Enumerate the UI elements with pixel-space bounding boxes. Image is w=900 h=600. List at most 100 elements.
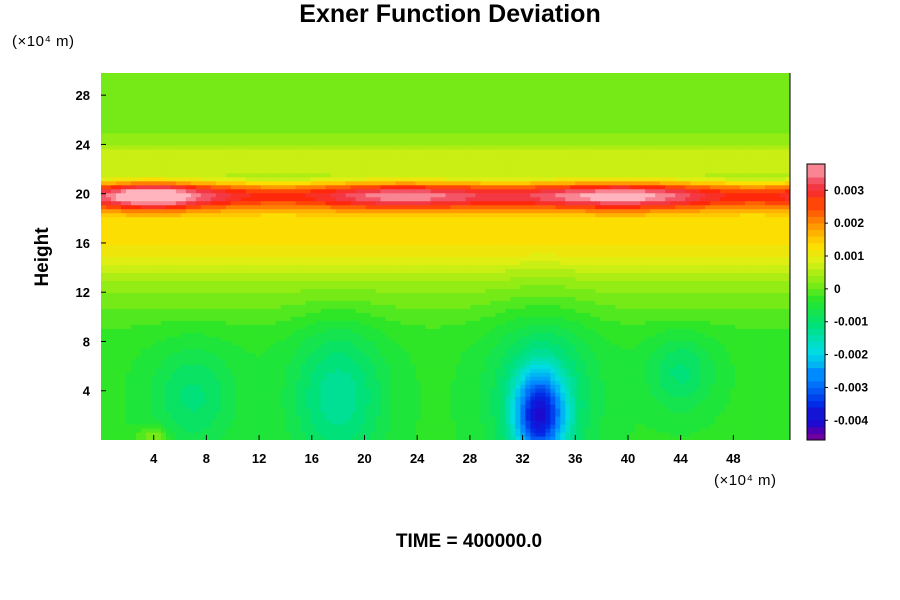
heatmap-cell (250, 292, 257, 297)
heatmap-cell (245, 200, 252, 206)
heatmap-cell (190, 80, 197, 86)
heatmap-cell (105, 148, 112, 154)
heatmap-cell (115, 352, 122, 357)
heatmap-cell (320, 384, 327, 389)
heatmap-cell (195, 88, 202, 94)
heatmap-cell (235, 264, 242, 270)
heatmap-cell (190, 84, 197, 90)
heatmap-cell (310, 384, 317, 389)
heatmap-cell (180, 396, 187, 401)
heatmap-cell (290, 168, 297, 174)
heatmap-cell (305, 196, 312, 202)
heatmap-cell (330, 316, 337, 321)
heatmap-cell (330, 388, 337, 393)
heatmap-cell (275, 316, 282, 321)
heatmap-cell (340, 180, 347, 186)
heatmap-cell (225, 284, 232, 290)
heatmap-cell (235, 436, 242, 440)
heatmap-cell (155, 192, 162, 198)
heatmap-cell (230, 320, 237, 325)
heatmap-cell (140, 396, 147, 401)
heatmap-cell (230, 104, 237, 110)
heatmap-cell (315, 144, 322, 150)
heatmap-cell (135, 228, 142, 234)
heatmap-cell (240, 288, 247, 293)
heatmap-cell (320, 100, 327, 106)
heatmap-cell (235, 88, 242, 94)
heatmap-cell (260, 292, 267, 297)
heatmap-cell (295, 108, 302, 114)
heatmap-cell (255, 328, 262, 333)
heatmap-cell (135, 140, 142, 146)
heatmap-cell (350, 240, 357, 246)
heatmap-cell (255, 280, 262, 286)
heatmap-cell (190, 236, 197, 242)
heatmap-cell (270, 200, 277, 206)
heatmap-cell (185, 356, 192, 361)
heatmap-cell (360, 392, 367, 397)
heatmap-cell (315, 128, 322, 134)
heatmap-cell (190, 168, 197, 174)
heatmap-cell (170, 292, 177, 297)
heatmap-cell (155, 76, 162, 82)
heatmap-cell (265, 368, 272, 373)
heatmap-cell (225, 128, 232, 134)
heatmap-cell (175, 324, 182, 329)
heatmap-cell (355, 256, 362, 262)
heatmap-cell (235, 176, 242, 182)
heatmap-cell (220, 120, 227, 126)
heatmap-cell (320, 400, 327, 405)
heatmap-cell (200, 220, 207, 226)
heatmap-cell (180, 320, 187, 325)
heatmap-cell (210, 272, 217, 278)
heatmap-cell (210, 76, 217, 82)
heatmap-cell (110, 260, 117, 266)
heatmap-cell (295, 384, 302, 389)
heatmap-cell (210, 216, 217, 222)
heatmap-cell (160, 360, 167, 365)
heatmap-cell (255, 244, 262, 250)
heatmap-cell (360, 364, 367, 369)
heatmap-cell (320, 244, 327, 250)
heatmap-cell (205, 220, 212, 226)
heatmap-cell (200, 296, 207, 301)
heatmap-cell (180, 260, 187, 266)
heatmap-cell (335, 232, 342, 238)
heatmap-cell (200, 144, 207, 150)
heatmap-cell (235, 288, 242, 293)
heatmap-cell (120, 172, 127, 178)
heatmap-cell (215, 148, 222, 154)
heatmap-cell (215, 268, 222, 274)
heatmap-cell (115, 73, 122, 78)
heatmap-cell (360, 80, 367, 86)
heatmap-cell (330, 136, 337, 142)
heatmap-cell (270, 424, 277, 429)
heatmap-cell (220, 73, 227, 78)
heatmap-cell (120, 324, 127, 329)
heatmap-cell (125, 396, 132, 401)
heatmap-cell (155, 148, 162, 154)
heatmap-cell (335, 112, 342, 118)
heatmap-cell (325, 380, 332, 385)
heatmap-cell (185, 408, 192, 413)
heatmap-cell (135, 172, 142, 178)
heatmap-cell (205, 288, 212, 293)
heatmap-cell (205, 108, 212, 114)
heatmap-cell (235, 368, 242, 373)
heatmap-cell (145, 368, 152, 373)
heatmap-cell (215, 432, 222, 437)
heatmap-cell (285, 96, 292, 102)
heatmap-cell (290, 272, 297, 278)
heatmap-cell (130, 428, 137, 433)
heatmap-cell (230, 252, 237, 258)
heatmap-cell (101, 200, 107, 206)
heatmap-cell (190, 408, 197, 413)
heatmap-cell (230, 240, 237, 246)
heatmap-cell (245, 100, 252, 106)
heatmap-cell (175, 152, 182, 158)
heatmap-cell (365, 168, 372, 174)
heatmap-cell (350, 352, 357, 357)
heatmap-cell (190, 232, 197, 238)
heatmap-cell (255, 184, 262, 190)
heatmap-cell (150, 124, 157, 130)
